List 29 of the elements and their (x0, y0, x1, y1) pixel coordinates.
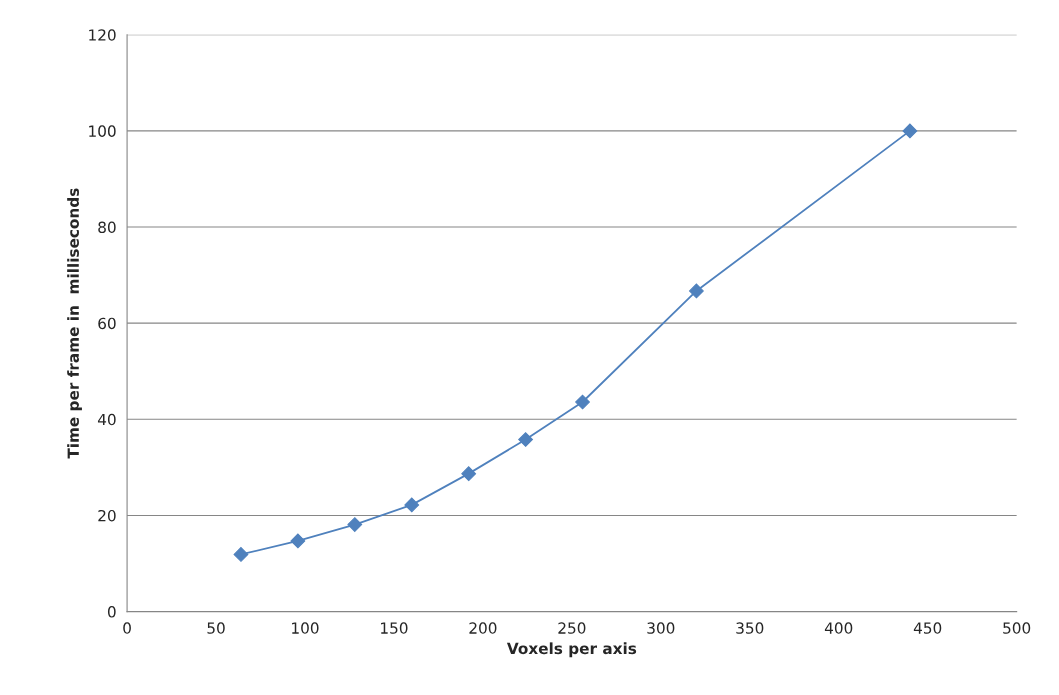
y-tick-label: 120 (89, 29, 116, 41)
x-axis-title: Voxels per axis (506, 642, 637, 658)
y-tick-label: 0 (107, 606, 116, 618)
point (902, 123, 918, 139)
y-tick-label: 60 (98, 317, 116, 330)
x-tick-label: 450 (913, 622, 942, 634)
x-tick-label: 200 (469, 622, 497, 634)
x-tick-label: 350 (736, 622, 764, 634)
y-tick-label: 40 (97, 413, 116, 426)
y-tick-label: 80 (98, 221, 116, 234)
y-axis-title: Time per frame in milliseconds (67, 188, 82, 459)
y-tick-label: 20 (98, 509, 116, 522)
point (689, 283, 704, 299)
point (290, 533, 306, 549)
point (347, 517, 363, 532)
point (461, 466, 477, 482)
point (518, 432, 533, 447)
point (233, 547, 249, 562)
x-tick-label: 300 (647, 622, 675, 634)
x-tick-label: 400 (824, 622, 853, 634)
point (575, 394, 590, 410)
y-tick-label: 100 (89, 125, 116, 137)
x-tick-label: 100 (292, 622, 319, 634)
point (404, 497, 420, 513)
x-tick-label: 500 (1003, 622, 1031, 634)
x-tick-label: 50 (207, 622, 225, 634)
x-tick-label: 150 (381, 622, 408, 634)
x-tick-label: 250 (558, 622, 586, 634)
x-tick-label: 0 (123, 622, 131, 634)
